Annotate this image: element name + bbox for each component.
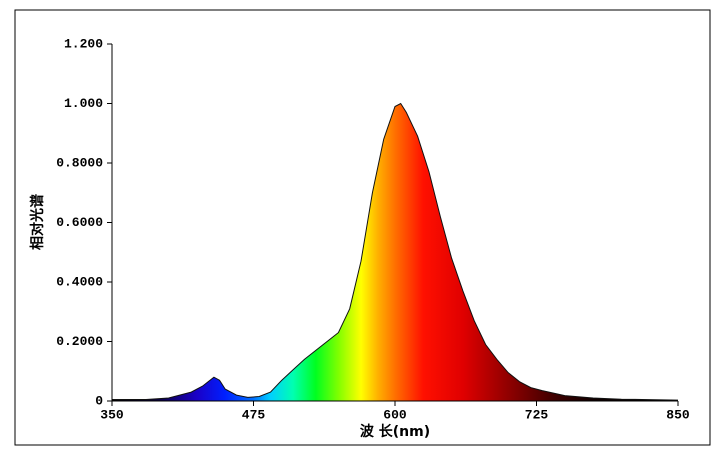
x-tick-label: 350	[100, 407, 124, 422]
x-tick-label: 850	[666, 407, 690, 422]
x-tick-label: 600	[383, 407, 407, 422]
x-axis-label: 波 长(nm)	[360, 423, 430, 440]
x-tick-label: 475	[242, 407, 266, 422]
spectrum-area	[112, 103, 678, 401]
frame	[14, 9, 711, 446]
y-tick-label: 0.4000	[56, 274, 103, 289]
x-tick-label: 725	[525, 407, 549, 422]
y-tick-label: 1.000	[64, 96, 103, 111]
y-tick-label: 0	[95, 393, 103, 408]
y-axis-label: 相对光谱	[29, 194, 46, 250]
y-tick-label: 1.200	[64, 36, 103, 51]
y-tick-label: 0.8000	[56, 155, 103, 170]
y-tick-label: 0.2000	[56, 334, 103, 349]
y-tick-label: 0.6000	[56, 215, 103, 230]
spectrum-outline	[112, 102, 679, 401]
